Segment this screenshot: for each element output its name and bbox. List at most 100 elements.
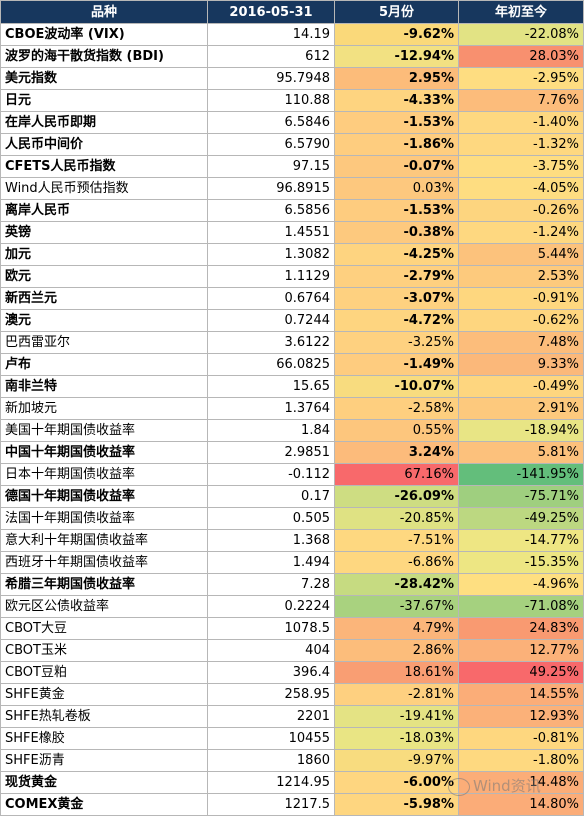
row-name: 波罗的海干散货指数 (BDI) — [0, 45, 208, 68]
row-value: 97.15 — [207, 155, 335, 178]
row-name: 澳元 — [0, 309, 208, 332]
row-value: 6.5846 — [207, 111, 335, 134]
row-may-change: -6.00% — [334, 771, 459, 794]
row-name: 中国十年期国债收益率 — [0, 441, 208, 464]
row-value: 6.5856 — [207, 199, 335, 222]
row-may-change: -6.86% — [334, 551, 459, 574]
row-ytd-change: -3.75% — [458, 155, 584, 178]
row-name: 欧元区公债收益率 — [0, 595, 208, 618]
row-value: 3.6122 — [207, 331, 335, 354]
row-ytd-change: 5.81% — [458, 441, 584, 464]
row-may-change: -12.94% — [334, 45, 459, 68]
row-may-change: -2.79% — [334, 265, 459, 288]
row-may-change: -4.25% — [334, 243, 459, 266]
table-row: 希腊三年期国债收益率 7.28 -28.42% -4.96% — [0, 573, 584, 596]
row-value: 1.4551 — [207, 221, 335, 244]
row-may-change: -4.33% — [334, 89, 459, 112]
table-row: 日本十年期国债收益率 -0.112 67.16% -141.95% — [0, 463, 584, 486]
row-ytd-change: -71.08% — [458, 595, 584, 618]
table-row: 英镑 1.4551 -0.38% -1.24% — [0, 221, 584, 244]
row-value: 396.4 — [207, 661, 335, 684]
watermark-text: Wind资讯 — [473, 777, 541, 795]
row-may-change: 0.55% — [334, 419, 459, 442]
table-row: 日元 110.88 -4.33% 7.76% — [0, 89, 584, 112]
table-body: CBOE波动率 (VIX) 14.19 -9.62% -22.08% 波罗的海干散货指数… — [0, 23, 584, 816]
table-row: SHFE热轧卷板 2201 -19.41% 12.93% — [0, 705, 584, 728]
table-row: 离岸人民币 6.5856 -1.53% -0.26% — [0, 199, 584, 222]
table-row: 波罗的海干散货指数 (BDI) 612 -12.94% 28.03% — [0, 45, 584, 68]
table-row: 现货黄金 1214.95 -6.00% 14.48% — [0, 771, 584, 794]
row-name: 意大利十年期国债收益率 — [0, 529, 208, 552]
table-row: SHFE橡胶 10455 -18.03% -0.81% — [0, 727, 584, 750]
row-ytd-change: -0.91% — [458, 287, 584, 310]
row-ytd-change: 14.55% — [458, 683, 584, 706]
row-ytd-change: -141.95% — [458, 463, 584, 486]
watermark: Wind资讯 — [448, 775, 541, 796]
row-name: 日元 — [0, 89, 208, 112]
row-value: 1.84 — [207, 419, 335, 442]
row-name: 德国十年期国债收益率 — [0, 485, 208, 508]
row-ytd-change: -14.77% — [458, 529, 584, 552]
table-row: 新西兰元 0.6764 -3.07% -0.91% — [0, 287, 584, 310]
row-may-change: -2.58% — [334, 397, 459, 420]
row-value: 7.28 — [207, 573, 335, 596]
table-row: 欧元区公债收益率 0.2224 -37.67% -71.08% — [0, 595, 584, 618]
row-name: SHFE热轧卷板 — [0, 705, 208, 728]
table-row: 在岸人民币即期 6.5846 -1.53% -1.40% — [0, 111, 584, 134]
table-row: 德国十年期国债收益率 0.17 -26.09% -75.71% — [0, 485, 584, 508]
row-value: 6.5790 — [207, 133, 335, 156]
row-value: 66.0825 — [207, 353, 335, 376]
row-name: CBOT玉米 — [0, 639, 208, 662]
row-name: SHFE黄金 — [0, 683, 208, 706]
row-name: 巴西雷亚尔 — [0, 331, 208, 354]
row-name: 英镑 — [0, 221, 208, 244]
table-row: 加元 1.3082 -4.25% 5.44% — [0, 243, 584, 266]
row-may-change: -5.98% — [334, 793, 459, 816]
table-row: CBOE波动率 (VIX) 14.19 -9.62% -22.08% — [0, 23, 584, 46]
row-value: 0.17 — [207, 485, 335, 508]
row-name: 新西兰元 — [0, 287, 208, 310]
header-ytd: 年初至今 — [458, 0, 584, 24]
row-name: 美元指数 — [0, 67, 208, 90]
row-name: COMEX黄金 — [0, 793, 208, 816]
table-row: 澳元 0.7244 -4.72% -0.62% — [0, 309, 584, 332]
row-may-change: -4.72% — [334, 309, 459, 332]
table-row: COMEX黄金 1217.5 -5.98% 14.80% — [0, 793, 584, 816]
row-name: 离岸人民币 — [0, 199, 208, 222]
table-row: 卢布 66.0825 -1.49% 9.33% — [0, 353, 584, 376]
row-ytd-change: 24.83% — [458, 617, 584, 640]
table-row: CBOT玉米 404 2.86% 12.77% — [0, 639, 584, 662]
row-ytd-change: -1.40% — [458, 111, 584, 134]
row-may-change: -10.07% — [334, 375, 459, 398]
row-value: 0.7244 — [207, 309, 335, 332]
row-may-change: -1.49% — [334, 353, 459, 376]
row-value: 404 — [207, 639, 335, 662]
table-row: Wind人民币预估指数 96.8915 0.03% -4.05% — [0, 177, 584, 200]
header-may: 5月份 — [334, 0, 459, 24]
row-ytd-change: 5.44% — [458, 243, 584, 266]
row-may-change: 0.03% — [334, 177, 459, 200]
row-name: CBOT大豆 — [0, 617, 208, 640]
row-ytd-change: 14.80% — [458, 793, 584, 816]
row-ytd-change: -4.05% — [458, 177, 584, 200]
row-name: 南非兰特 — [0, 375, 208, 398]
row-may-change: 4.79% — [334, 617, 459, 640]
row-value: 1860 — [207, 749, 335, 772]
table-row: 法国十年期国债收益率 0.505 -20.85% -49.25% — [0, 507, 584, 530]
row-name: 西班牙十年期国债收益率 — [0, 551, 208, 574]
table-row: 中国十年期国债收益率 2.9851 3.24% 5.81% — [0, 441, 584, 464]
row-value: 1.494 — [207, 551, 335, 574]
table-row: 西班牙十年期国债收益率 1.494 -6.86% -15.35% — [0, 551, 584, 574]
row-value: 612 — [207, 45, 335, 68]
row-may-change: 67.16% — [334, 463, 459, 486]
row-ytd-change: -2.95% — [458, 67, 584, 90]
row-value: 0.6764 — [207, 287, 335, 310]
row-ytd-change: -49.25% — [458, 507, 584, 530]
row-value: -0.112 — [207, 463, 335, 486]
row-name: 在岸人民币即期 — [0, 111, 208, 134]
row-may-change: -0.07% — [334, 155, 459, 178]
row-value: 1.1129 — [207, 265, 335, 288]
row-may-change: 3.24% — [334, 441, 459, 464]
row-ytd-change: -18.94% — [458, 419, 584, 442]
